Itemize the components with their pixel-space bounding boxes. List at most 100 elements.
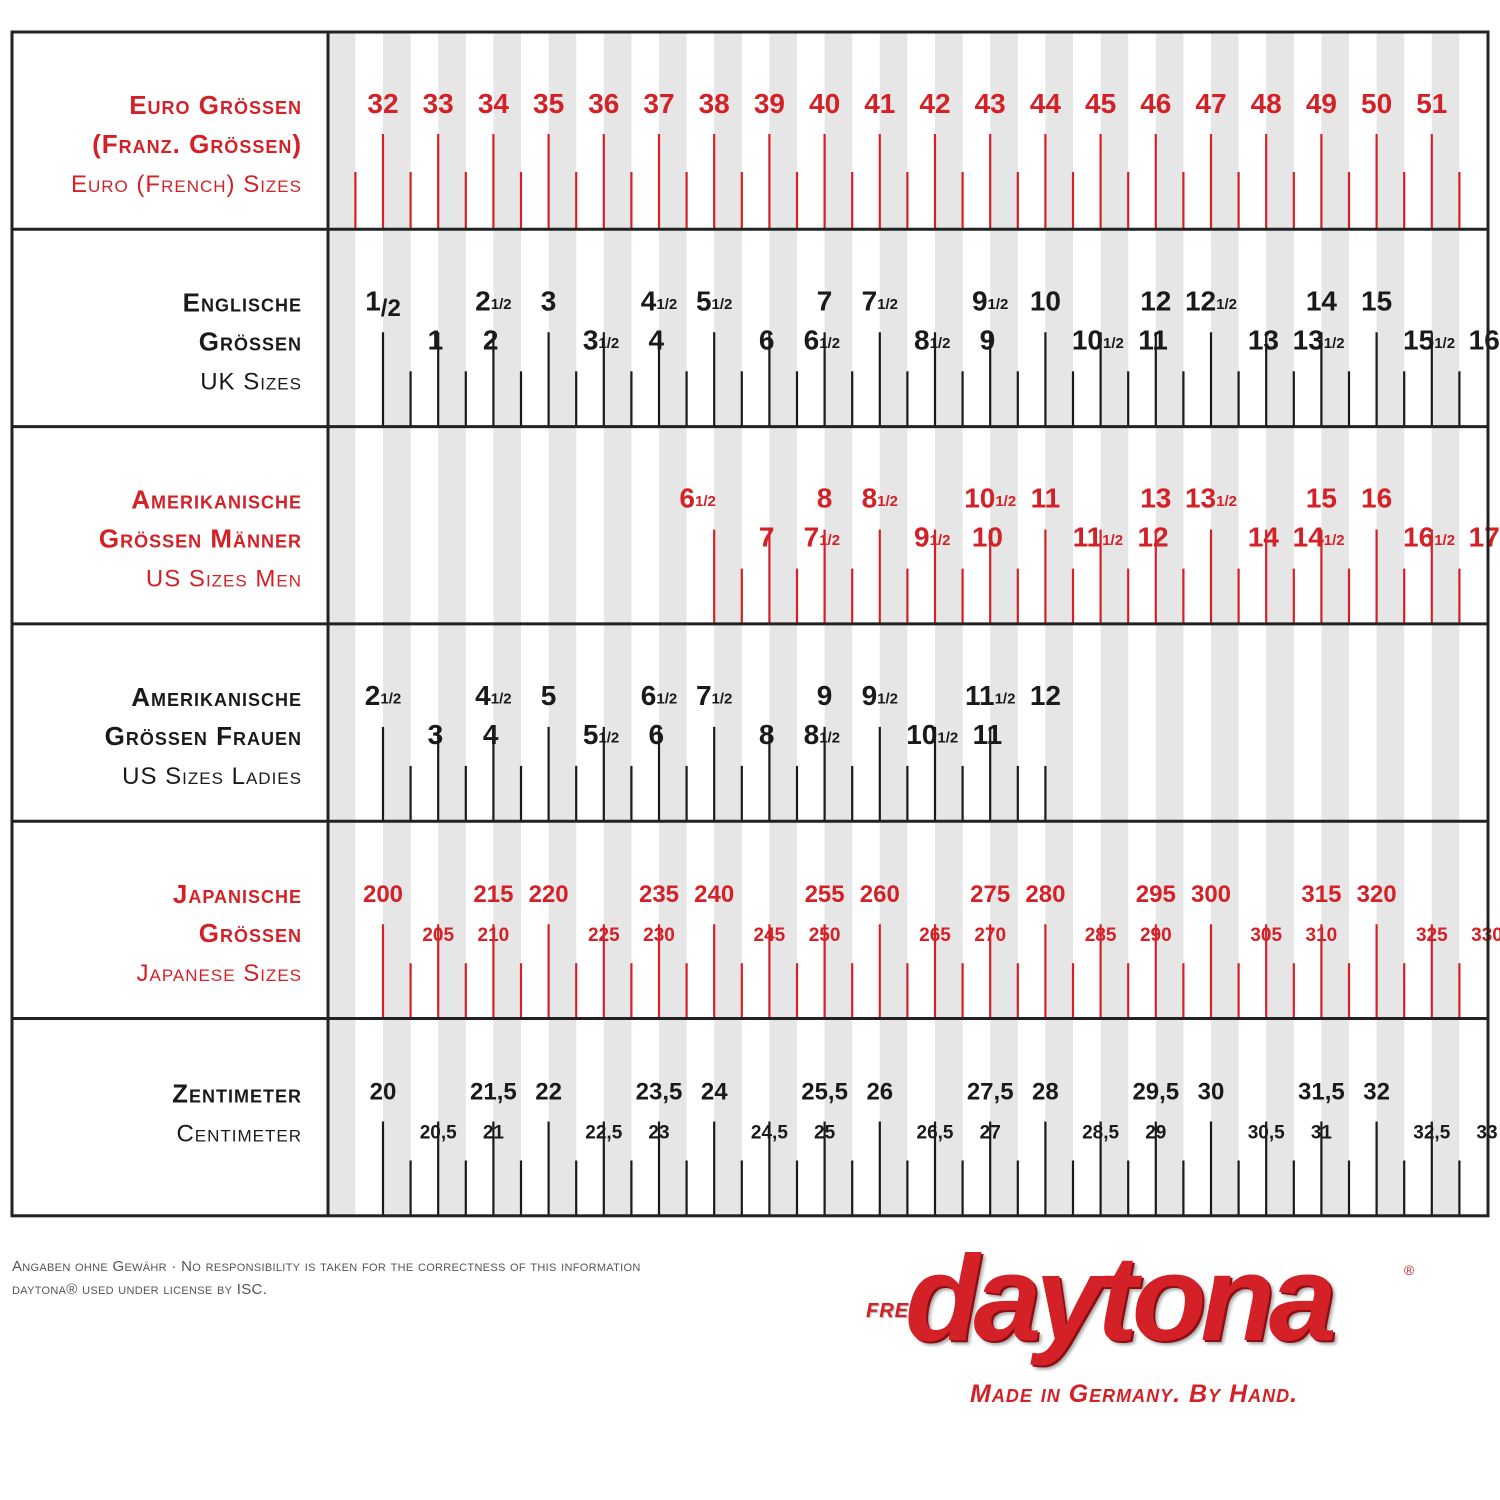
tagline: Made in Germany. By Hand. xyxy=(970,1380,1299,1408)
tick-label-top: 38 xyxy=(699,88,730,119)
tick-label-top: 31,5 xyxy=(1298,1079,1345,1106)
tick-label-bottom: 22,5 xyxy=(585,1123,622,1144)
tick-label-top: 22 xyxy=(535,1079,562,1106)
tick-label-bottom: 305 xyxy=(1250,925,1282,946)
registered-mark: ® xyxy=(1404,1262,1415,1278)
tick-label-bottom: 111/2 xyxy=(1073,522,1123,553)
license-text: daytona® used under license by ISC. xyxy=(12,1281,268,1298)
tick-label-bottom: 101/2 xyxy=(906,719,958,750)
tick-label-bottom: 161/2 xyxy=(1403,522,1455,553)
tick-label-top: 35 xyxy=(533,88,564,119)
tick-label-top: 33 xyxy=(423,88,454,119)
tick-label-top: 280 xyxy=(1025,881,1065,908)
tick-label-bottom: 16 xyxy=(1469,324,1500,355)
tick-label-top: 13 xyxy=(1140,483,1171,514)
tick-label-top: 10 xyxy=(1030,285,1061,316)
tick-label-bottom: 11 xyxy=(1138,324,1168,355)
tick-label-bottom: 30,5 xyxy=(1248,1123,1285,1144)
tick-label-top: 295 xyxy=(1136,881,1176,908)
tick-label-top: 20 xyxy=(370,1079,397,1106)
tick-label-bottom: 61/2 xyxy=(804,324,840,355)
tick-label-top: 11 xyxy=(1031,483,1061,514)
tick-label-top: 81/2 xyxy=(862,483,898,514)
tick-label-top: 43 xyxy=(975,88,1006,119)
row-label-de: (Franz. Grössen) xyxy=(92,129,302,159)
tick-label-top: 5 xyxy=(541,680,557,711)
tick-label-top: 28 xyxy=(1032,1079,1059,1106)
tick-label-top: 12 xyxy=(1030,680,1061,711)
tick-label-bottom: 51/2 xyxy=(583,719,619,750)
row-label-de: Englische xyxy=(183,287,302,317)
tick-label-top: 275 xyxy=(970,881,1010,908)
tick-label-bottom: 20,5 xyxy=(420,1123,457,1144)
tick-label-top: 220 xyxy=(529,881,569,908)
tick-label-bottom: 21 xyxy=(483,1123,505,1144)
tick-label-top: 71/2 xyxy=(696,680,732,711)
tick-label-top: 131/2 xyxy=(1185,483,1237,514)
tick-label-top: 26 xyxy=(866,1079,893,1106)
tick-label-top: 32 xyxy=(367,88,398,119)
tick-label-bottom: 3 xyxy=(428,719,444,750)
tick-label-bottom: 4 xyxy=(483,719,499,750)
tick-label-top: 32 xyxy=(1363,1079,1390,1106)
tick-label-bottom: 245 xyxy=(754,925,786,946)
tick-label-top: 51 xyxy=(1416,88,1447,119)
row-label-en: Euro (French) Sizes xyxy=(71,171,302,198)
tick-label-top: 14 xyxy=(1306,285,1338,316)
tick-label-bottom: 14 xyxy=(1248,522,1280,553)
tick-label-top: 315 xyxy=(1301,881,1341,908)
tick-label-top: 45 xyxy=(1085,88,1116,119)
tick-label-bottom: 250 xyxy=(809,925,841,946)
tick-label-bottom: 17 xyxy=(1469,522,1500,553)
tick-label-bottom: 230 xyxy=(643,925,675,946)
tick-label-bottom: 13 xyxy=(1248,324,1279,355)
tick-label-bottom: 28,5 xyxy=(1082,1123,1119,1144)
row-label-en: US Sizes Men xyxy=(146,566,302,593)
row-cm: Zentimeter Centimeter 20 21,5 22 23,5 24 25,5 26… xyxy=(172,1079,1498,1216)
disclaimer-text: Angaben ohne Gewähr · No responsibility … xyxy=(12,1258,641,1275)
tick-label-top: 24 xyxy=(701,1079,728,1106)
tick-label-top: 41/2 xyxy=(475,680,511,711)
tick-label-top: 3 xyxy=(541,285,557,316)
row-label-de: Grössen xyxy=(199,918,302,948)
tick-label-bottom: 26,5 xyxy=(917,1123,954,1144)
row-label-en: UK Sizes xyxy=(200,368,302,395)
tick-label-top: 15 xyxy=(1306,483,1337,514)
tick-label-top: 30 xyxy=(1198,1079,1225,1106)
tick-label-bottom: 310 xyxy=(1306,925,1338,946)
row-label-en: Japanese Sizes xyxy=(136,960,302,987)
row-japan: Japanische Grössen Japanese Sizes 200 215 220… xyxy=(136,879,1500,1019)
tick-label-top: 47 xyxy=(1195,88,1226,119)
row-label-de: Zentimeter xyxy=(172,1079,302,1109)
row-label-de: Grössen Männer xyxy=(99,524,302,554)
size-chart: Euro Grössen (Franz. Grössen) Euro (French… xyxy=(10,30,1500,1218)
tick-label-top: 48 xyxy=(1251,88,1282,119)
tick-label-top: 255 xyxy=(805,881,845,908)
tick-label-bottom: 31/2 xyxy=(583,324,619,355)
tick-label-bottom: 131/2 xyxy=(1293,324,1345,355)
row-label-de: Amerikanische xyxy=(131,682,302,712)
tick-label-bottom: 8 xyxy=(759,719,775,750)
tick-label-top: 1/2 xyxy=(365,285,401,322)
row-us-ladies: Amerikanische Grössen Frauen US Sizes Ladi… xyxy=(105,680,1061,822)
tick-label-top: 41 xyxy=(864,88,895,119)
tick-label-top: 42 xyxy=(919,88,950,119)
tick-label-bottom: 205 xyxy=(422,925,454,946)
tick-label-bottom: 32,5 xyxy=(1413,1123,1450,1144)
tick-label-top: 34 xyxy=(478,88,510,119)
tick-label-top: 27,5 xyxy=(967,1079,1014,1106)
tick-label-top: 29,5 xyxy=(1132,1079,1179,1106)
tick-label-top: 25,5 xyxy=(801,1079,848,1106)
tick-label-bottom: 265 xyxy=(919,925,951,946)
tick-label-top: 46 xyxy=(1140,88,1171,119)
tick-label-bottom: 151/2 xyxy=(1403,324,1455,355)
tick-label-top: 240 xyxy=(694,881,734,908)
tick-label-top: 50 xyxy=(1361,88,1392,119)
tick-label-top: 91/2 xyxy=(862,680,898,711)
tick-label-bottom: 2 xyxy=(483,324,499,355)
tick-label-bottom: 141/2 xyxy=(1293,522,1345,553)
tick-label-bottom: 6 xyxy=(759,324,775,355)
tick-label-bottom: 81/2 xyxy=(914,324,950,355)
tick-label-bottom: 1 xyxy=(428,324,444,355)
tick-label-top: 44 xyxy=(1030,88,1062,119)
